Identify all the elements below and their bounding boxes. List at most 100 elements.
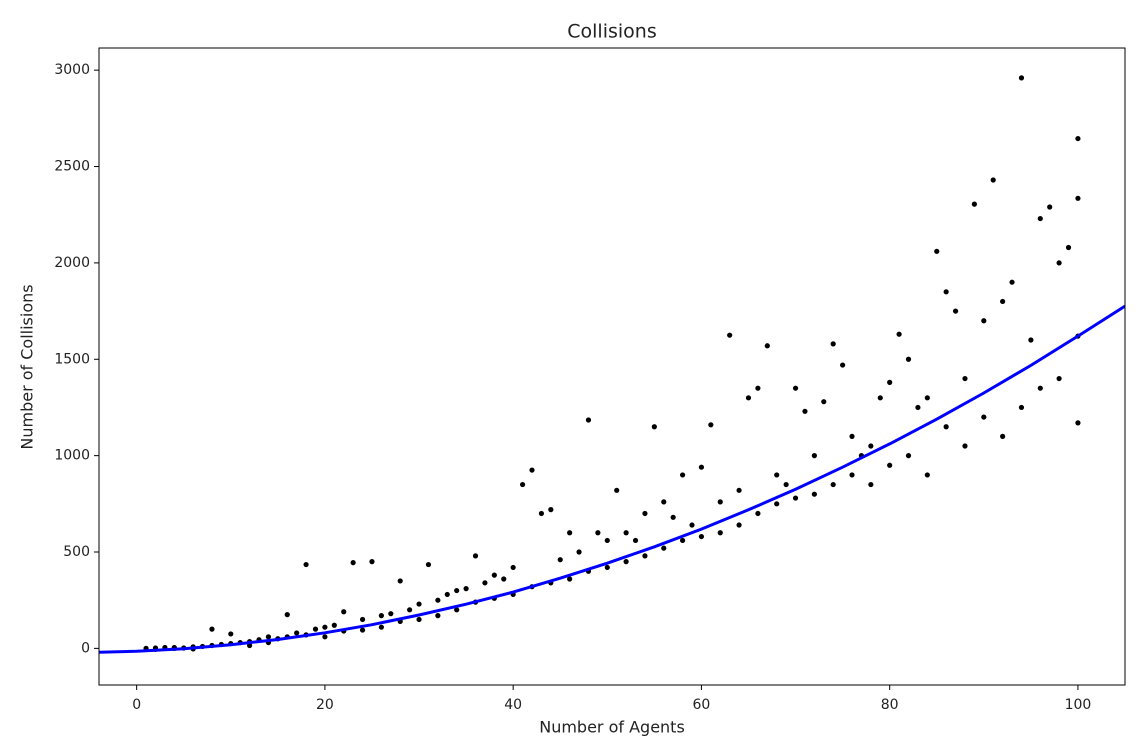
x-tick-label: 40	[504, 697, 522, 713]
point	[962, 375, 968, 382]
point	[284, 612, 290, 618]
point	[1056, 375, 1062, 382]
point	[1037, 215, 1043, 222]
x-tick-label: 0	[132, 697, 141, 713]
point	[557, 557, 563, 563]
point	[331, 622, 337, 628]
point	[359, 616, 366, 623]
point	[915, 404, 921, 411]
point	[1018, 75, 1025, 81]
point	[312, 626, 319, 632]
point	[934, 248, 940, 254]
point	[294, 630, 300, 636]
point	[1028, 337, 1034, 343]
point	[632, 537, 639, 544]
point	[830, 481, 836, 488]
y-axis-label: Number of Collisions	[18, 284, 37, 449]
y-tick-label: 2000	[54, 255, 90, 271]
point	[802, 408, 808, 414]
x-tick-label: 80	[881, 697, 899, 713]
point	[567, 530, 573, 536]
point	[1009, 279, 1015, 285]
point	[548, 507, 554, 513]
point	[868, 443, 874, 449]
point	[981, 414, 987, 420]
point	[661, 545, 667, 551]
x-tick-label: 20	[316, 697, 334, 713]
point	[755, 510, 761, 517]
point	[905, 356, 912, 362]
point	[388, 611, 394, 617]
point	[444, 591, 450, 598]
point	[614, 487, 620, 493]
y-tick-label: 0	[81, 640, 90, 656]
point	[849, 472, 855, 478]
point	[708, 422, 714, 428]
point	[1075, 420, 1081, 426]
point	[359, 627, 366, 633]
point	[407, 607, 413, 613]
point	[642, 553, 648, 559]
fit-line	[99, 304, 1125, 654]
point	[228, 631, 234, 637]
point	[830, 341, 836, 347]
point	[454, 607, 460, 613]
point	[727, 332, 733, 338]
plot-frame	[98, 47, 1126, 686]
point	[679, 472, 686, 478]
point	[322, 624, 328, 630]
point	[943, 289, 949, 295]
point	[425, 561, 432, 568]
point	[811, 491, 817, 497]
point	[454, 587, 460, 594]
chart-title: Collisions	[567, 21, 656, 43]
point	[651, 424, 657, 430]
point	[717, 530, 723, 536]
point	[595, 530, 601, 536]
point	[642, 510, 648, 517]
point	[924, 472, 930, 478]
point	[792, 385, 799, 391]
point	[1037, 385, 1043, 391]
point	[604, 537, 610, 544]
point	[1000, 298, 1006, 305]
point	[341, 609, 347, 615]
y-tick-label: 3000	[54, 62, 90, 78]
point	[1056, 260, 1062, 266]
point	[877, 395, 883, 401]
point	[491, 572, 497, 578]
point	[435, 597, 441, 603]
point	[981, 318, 987, 324]
point	[519, 481, 526, 488]
point	[265, 634, 272, 640]
point	[764, 343, 770, 349]
point	[529, 467, 535, 473]
x-tick-label: 60	[693, 697, 711, 713]
point	[303, 561, 309, 568]
point	[322, 634, 328, 640]
x-axis-label: Number of Agents	[539, 718, 685, 737]
point	[1075, 135, 1081, 142]
point	[990, 177, 996, 183]
point	[510, 564, 516, 571]
point	[623, 559, 629, 565]
point	[501, 576, 507, 582]
point	[585, 417, 592, 423]
point	[369, 559, 375, 565]
point	[416, 601, 422, 607]
point	[661, 499, 667, 505]
point	[538, 510, 545, 517]
point	[745, 395, 752, 401]
point	[1047, 204, 1053, 210]
point	[689, 522, 695, 528]
point	[774, 501, 780, 507]
x-tick-label: 100	[1065, 697, 1092, 713]
point	[378, 624, 384, 630]
point	[811, 453, 817, 459]
point	[435, 613, 441, 619]
point	[868, 481, 874, 488]
point	[698, 533, 705, 540]
point	[736, 487, 742, 493]
point	[962, 443, 968, 449]
